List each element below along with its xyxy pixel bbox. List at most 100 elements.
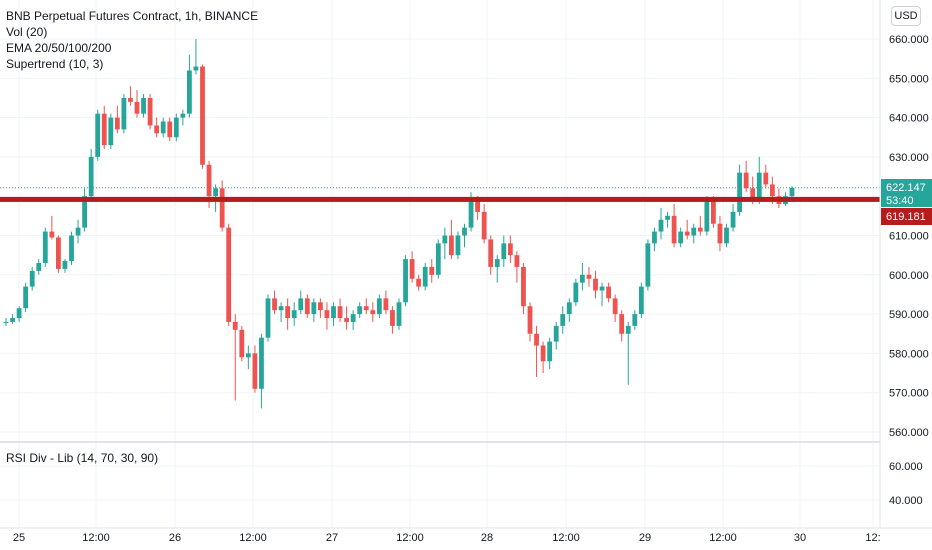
candle-body — [475, 200, 480, 212]
candle — [114, 105, 120, 134]
legend-supertrend[interactable]: Supertrend (10, 3) — [6, 57, 104, 71]
candle — [462, 223, 467, 248]
candle — [173, 113, 179, 142]
candle-body — [383, 298, 389, 311]
candle-body — [593, 278, 598, 291]
candle-body — [553, 325, 559, 342]
pane-separator[interactable] — [0, 441, 880, 443]
horizontal-level-line — [0, 196, 880, 202]
candle — [593, 270, 598, 299]
candle-body — [226, 227, 232, 322]
candle-body — [114, 117, 120, 130]
time-tick-label: 12:00 — [396, 532, 424, 544]
candle-body — [521, 266, 526, 307]
candle — [69, 231, 74, 265]
candle-body — [691, 227, 697, 236]
candle — [507, 235, 513, 264]
candle — [612, 294, 618, 322]
candle-body — [684, 231, 690, 236]
legend-vol[interactable]: Vol (20) — [6, 25, 48, 39]
current-price-badge-countdown: 53:40 — [886, 195, 914, 207]
candle-body — [108, 117, 114, 146]
candle-body — [298, 298, 304, 311]
candle-body — [756, 172, 762, 201]
candle — [697, 215, 703, 236]
price-tick-label: 570.000 — [889, 388, 929, 400]
candle-body — [573, 282, 579, 303]
price-tick-label: 650.000 — [889, 73, 929, 85]
price-tick-label: 610.000 — [889, 231, 929, 243]
legend-ema[interactable]: EMA 20/50/100/200 — [6, 41, 112, 55]
candle-body — [154, 125, 160, 134]
candle — [625, 321, 631, 385]
candle-body — [173, 117, 179, 138]
candle-body — [331, 306, 336, 319]
candle — [435, 239, 441, 279]
candle-body — [724, 227, 729, 244]
candle-body — [435, 243, 441, 275]
candle-body — [56, 237, 61, 269]
currency-button[interactable]: USD — [891, 6, 921, 26]
rsi-indicator-label[interactable]: RSI Div - Lib (14, 70, 30, 90) — [6, 451, 159, 465]
candle-body — [449, 235, 454, 256]
candle — [121, 94, 127, 134]
candle — [717, 215, 723, 252]
candle — [95, 109, 101, 161]
candle-body — [376, 298, 382, 315]
candle — [318, 298, 323, 319]
price-axis-labels: 660.000650.000640.000630.000620.000610.0… — [889, 34, 929, 439]
current-price-badge — [881, 179, 932, 207]
candle-body — [291, 310, 297, 319]
candle — [547, 337, 553, 370]
candle-body — [95, 113, 101, 157]
legend-title[interactable]: BNB Perpetual Futures Contract, 1h, BINA… — [6, 9, 259, 23]
candle — [652, 227, 657, 252]
time-tick-label: 28 — [481, 532, 493, 544]
candle-body — [82, 196, 87, 228]
current-price-badge-price: 622.147 — [886, 182, 926, 194]
candle — [36, 259, 42, 275]
candle — [245, 345, 251, 370]
candle-body — [278, 306, 284, 311]
rsi-axis-labels: 60.000 40.000 — [889, 461, 923, 507]
time-tick-label: 12:00 — [709, 532, 737, 544]
candle-body — [527, 306, 533, 334]
candle — [619, 310, 625, 342]
candle-body — [632, 314, 638, 326]
level-price-badge-text: 619.181 — [886, 211, 926, 223]
candle-body — [285, 306, 291, 319]
candle — [488, 235, 494, 275]
candle — [422, 263, 428, 291]
candle-body — [580, 274, 585, 283]
price-tick-label: 600.000 — [889, 270, 929, 282]
candle-body — [507, 243, 513, 256]
price-tick-label: 580.000 — [889, 348, 929, 360]
time-tick-label: 27 — [326, 532, 338, 544]
candle — [298, 290, 304, 315]
candle — [331, 302, 336, 326]
candle-body — [304, 298, 310, 315]
candle-body — [403, 259, 408, 303]
candle — [272, 290, 277, 315]
time-tick-label: 25 — [13, 532, 25, 544]
candle-body — [121, 97, 127, 130]
candle — [580, 263, 585, 291]
candle-body — [252, 353, 258, 389]
candle — [553, 321, 559, 350]
candle — [606, 282, 611, 303]
candle — [3, 318, 9, 326]
candle-body — [638, 286, 644, 315]
candle-body — [200, 66, 205, 165]
time-axis-labels: 25 12:00 26 12:00 27 12:00 28 12:00 29 12:00 30 12: — [13, 532, 881, 544]
candle — [226, 223, 232, 326]
candle-body — [128, 97, 133, 102]
candle — [219, 180, 225, 232]
candle-body — [540, 345, 546, 362]
price-tick-label: 560.000 — [889, 427, 929, 439]
candle-body — [481, 211, 487, 240]
candle — [357, 302, 363, 319]
candle — [789, 186, 795, 199]
candle-body — [141, 97, 146, 114]
candle — [429, 259, 435, 283]
